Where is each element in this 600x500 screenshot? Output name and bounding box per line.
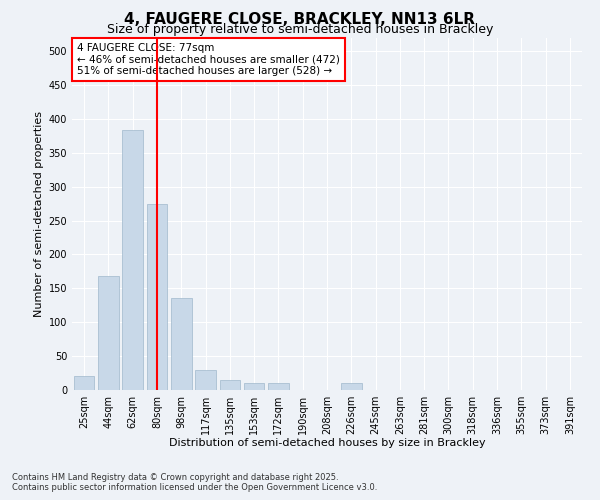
Text: 4 FAUGERE CLOSE: 77sqm
← 46% of semi-detached houses are smaller (472)
51% of se: 4 FAUGERE CLOSE: 77sqm ← 46% of semi-det… (77, 43, 340, 76)
Bar (98, 276, 119, 390)
Bar (146, 204, 167, 390)
Text: Contains HM Land Registry data © Crown copyright and database right 2025.
Contai: Contains HM Land Registry data © Crown c… (12, 473, 377, 492)
Y-axis label: Number of semi-detached properties: Number of semi-detached properties (34, 111, 44, 317)
Bar (268, 383, 289, 390)
Bar (171, 298, 191, 390)
Bar (220, 380, 240, 390)
Text: 4, FAUGERE CLOSE, BRACKLEY, NN13 6LR: 4, FAUGERE CLOSE, BRACKLEY, NN13 6LR (125, 12, 476, 28)
Bar (74, 376, 94, 390)
Text: Size of property relative to semi-detached houses in Brackley: Size of property relative to semi-detach… (107, 24, 493, 36)
X-axis label: Distribution of semi-detached houses by size in Brackley: Distribution of semi-detached houses by … (169, 438, 485, 448)
Bar (195, 370, 216, 390)
Bar (244, 383, 265, 390)
Bar (341, 383, 362, 390)
Bar (122, 130, 143, 390)
